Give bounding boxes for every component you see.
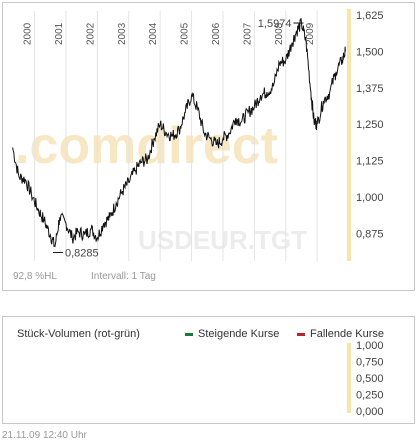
volume-y-tick-label: 0,250 — [356, 390, 384, 402]
timestamp: 21.11.09 12:40 Uhr — [2, 430, 87, 441]
y-tick-label: 1,375 — [356, 83, 384, 95]
max-label: 1,5974 — [258, 18, 292, 30]
x-tick-label: 2001 — [54, 22, 65, 45]
x-grid — [34, 11, 318, 261]
falling-swatch — [297, 332, 305, 336]
volume-chart: 1,000 0,750 0,500 0,250 0,000 — [347, 340, 384, 418]
x-tick-label: 2005 — [180, 22, 191, 45]
x-tick-label: 2004 — [148, 22, 159, 45]
legend-falling-label: Fallende Kurse — [310, 328, 384, 340]
legend-rising: Steigende Kurse — [185, 328, 279, 340]
x-tick-label: 2008 — [274, 22, 285, 45]
volume-chart-panel: Stück-Volumen (rot-grün) Steigende Kurse… — [2, 316, 415, 424]
max-annotation: 1,5974 — [258, 18, 304, 30]
y-tick-label: 1,125 — [356, 156, 384, 168]
y-axis-band — [347, 9, 351, 261]
volume-y-tick-label: 0,500 — [356, 373, 384, 385]
x-tick-label: 2002 — [85, 22, 96, 45]
volume-title: Stück-Volumen (rot-grün) — [17, 328, 140, 340]
legend-falling: Fallende Kurse — [297, 328, 384, 340]
x-tick-label: 2000 — [23, 22, 34, 45]
min-label: 0,8285 — [65, 247, 99, 259]
watermark-brand: .comdirect — [15, 117, 278, 175]
price-chart: .comdirect USDEUR.TGT 1,6251,5001,3751,2… — [12, 9, 384, 261]
legend-rising-label: Steigende Kurse — [198, 328, 280, 340]
volume-y-axis: 1,000 0,750 0,500 0,250 0,000 — [356, 340, 384, 418]
y-tick-label: 1,625 — [356, 10, 384, 22]
y-tick-label: 1,250 — [356, 119, 384, 131]
price-chart-panel: .comdirect USDEUR.TGT 1,625 1,500 1,375 1,2… — [2, 2, 415, 291]
hl-percentage: 92,8 %HL — [13, 271, 57, 282]
rising-swatch — [185, 332, 193, 336]
y-tick-label: 0,875 — [356, 228, 384, 240]
x-tick-label: 2003 — [117, 22, 128, 45]
x-tick-label: 2006 — [211, 22, 222, 45]
volume-y-tick-label: 0,000 — [356, 406, 384, 418]
x-axis: 2000 2001 2002 2003 2004 2005 2006 2007 2008 2009 — [23, 22, 317, 45]
y-tick-label: 1,500 — [356, 46, 384, 58]
volume-y-axis-band — [347, 343, 351, 413]
min-annotation: 0,8285 — [52, 247, 99, 259]
x-tick-label: 2009 — [305, 22, 316, 45]
y-axis: 1,625 1,500 1,375 1,250 1,125 1,000 0,875 — [356, 10, 384, 240]
volume-y-tick-label: 1,000 — [356, 340, 384, 352]
volume-y-tick-label: 0,750 — [356, 357, 384, 369]
x-tick-label: 2007 — [242, 22, 253, 45]
y-tick-label: 1,000 — [356, 192, 384, 204]
interval-label: Intervall: 1 Tag — [91, 271, 156, 282]
